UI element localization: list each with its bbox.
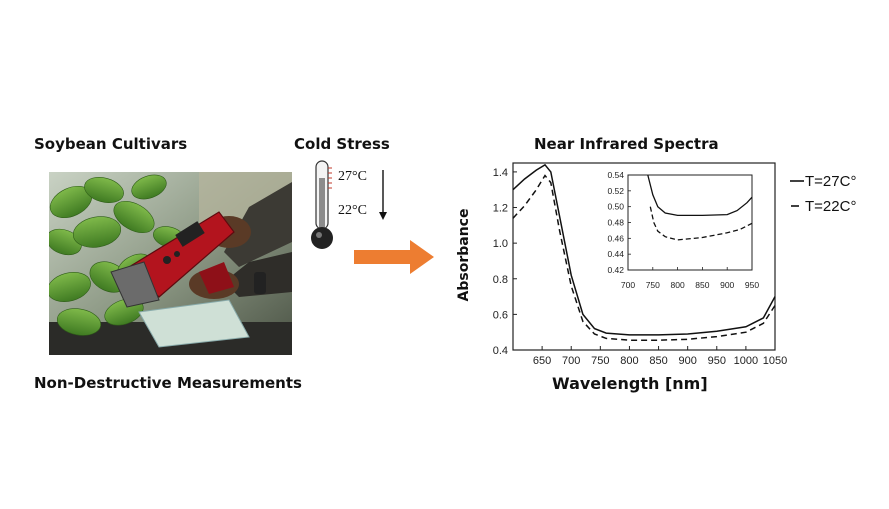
inset-x-tick-label: 950 bbox=[745, 280, 759, 290]
x-tick-label: 850 bbox=[649, 355, 667, 367]
x-tick-label: 700 bbox=[562, 355, 580, 367]
nir-spectra-title: Near Infrared Spectra bbox=[534, 135, 719, 153]
high-temp-label: 27°C bbox=[338, 169, 367, 184]
inset-frame bbox=[627, 174, 753, 271]
soybean-cultivars-label: Soybean Cultivars bbox=[34, 135, 188, 153]
y-tick-label: 0.4 bbox=[493, 345, 508, 357]
thermometer-illustration: 27°C 22°C bbox=[311, 160, 387, 249]
arrow-shape bbox=[354, 240, 434, 274]
x-tick-label: 800 bbox=[620, 355, 638, 367]
y-tick-label: 1.2 bbox=[493, 203, 508, 215]
inset-y-tick-label: 0.52 bbox=[607, 186, 624, 196]
inset-series-line-27c bbox=[647, 174, 753, 217]
x-tick-label: 900 bbox=[678, 355, 696, 367]
x-tick-label: 1050 bbox=[763, 355, 787, 367]
y-tick-label: 1.0 bbox=[493, 238, 508, 250]
y-axis-title: Absorbance bbox=[456, 209, 472, 302]
inset-y-tick-label: 0.48 bbox=[607, 218, 624, 228]
inset-y-tick-label: 0.42 bbox=[607, 265, 624, 275]
inset-x-tick-label: 900 bbox=[720, 280, 734, 290]
non-destructive-label: Non-Destructive Measurements bbox=[34, 374, 302, 392]
legend-entry-27: T=27C° bbox=[805, 173, 856, 190]
x-tick-label: 1000 bbox=[734, 355, 758, 367]
inset-y-tick-label: 0.46 bbox=[607, 233, 624, 243]
inset-x-tick-label: 800 bbox=[671, 280, 685, 290]
low-temp-label: 22°C bbox=[338, 203, 367, 218]
inset-y-tick-label: 0.44 bbox=[607, 249, 624, 259]
x-tick-label: 750 bbox=[591, 355, 609, 367]
plot-frame bbox=[512, 162, 776, 351]
y-tick-label: 0.6 bbox=[493, 309, 508, 321]
x-tick-label: 950 bbox=[708, 355, 726, 367]
down-arrow-icon bbox=[379, 212, 387, 220]
process-arrow-icon bbox=[354, 240, 434, 274]
inset-y-tick-label: 0.54 bbox=[607, 170, 624, 180]
series-line-22c bbox=[512, 174, 776, 341]
x-tick-label: 650 bbox=[533, 355, 551, 367]
soybean-measurement-photo bbox=[49, 172, 292, 355]
inset-x-tick-label: 750 bbox=[646, 280, 660, 290]
y-tick-label: 1.4 bbox=[493, 167, 508, 179]
series-line-27c bbox=[512, 163, 776, 336]
inset-x-tick-label: 700 bbox=[621, 280, 635, 290]
legend-entry-22: T=22C° bbox=[805, 198, 856, 215]
x-axis-title: Wavelength [nm] bbox=[552, 374, 708, 393]
inset-series-line-22c bbox=[649, 206, 753, 241]
y-tick-label: 0.8 bbox=[493, 274, 508, 286]
inset-y-tick-label: 0.50 bbox=[607, 202, 624, 212]
inset-x-tick-label: 850 bbox=[695, 280, 709, 290]
legend: T=27C° T=22C° bbox=[790, 173, 856, 215]
nir-spectrum-chart: 0.4 0.6 0.8 1.0 1.2 1.4 650 700 750 800 850 900 950… bbox=[456, 162, 856, 367]
thermometer-bulb bbox=[311, 227, 333, 249]
cold-stress-label: Cold Stress bbox=[294, 135, 390, 153]
nir-device-illustration bbox=[110, 211, 235, 308]
